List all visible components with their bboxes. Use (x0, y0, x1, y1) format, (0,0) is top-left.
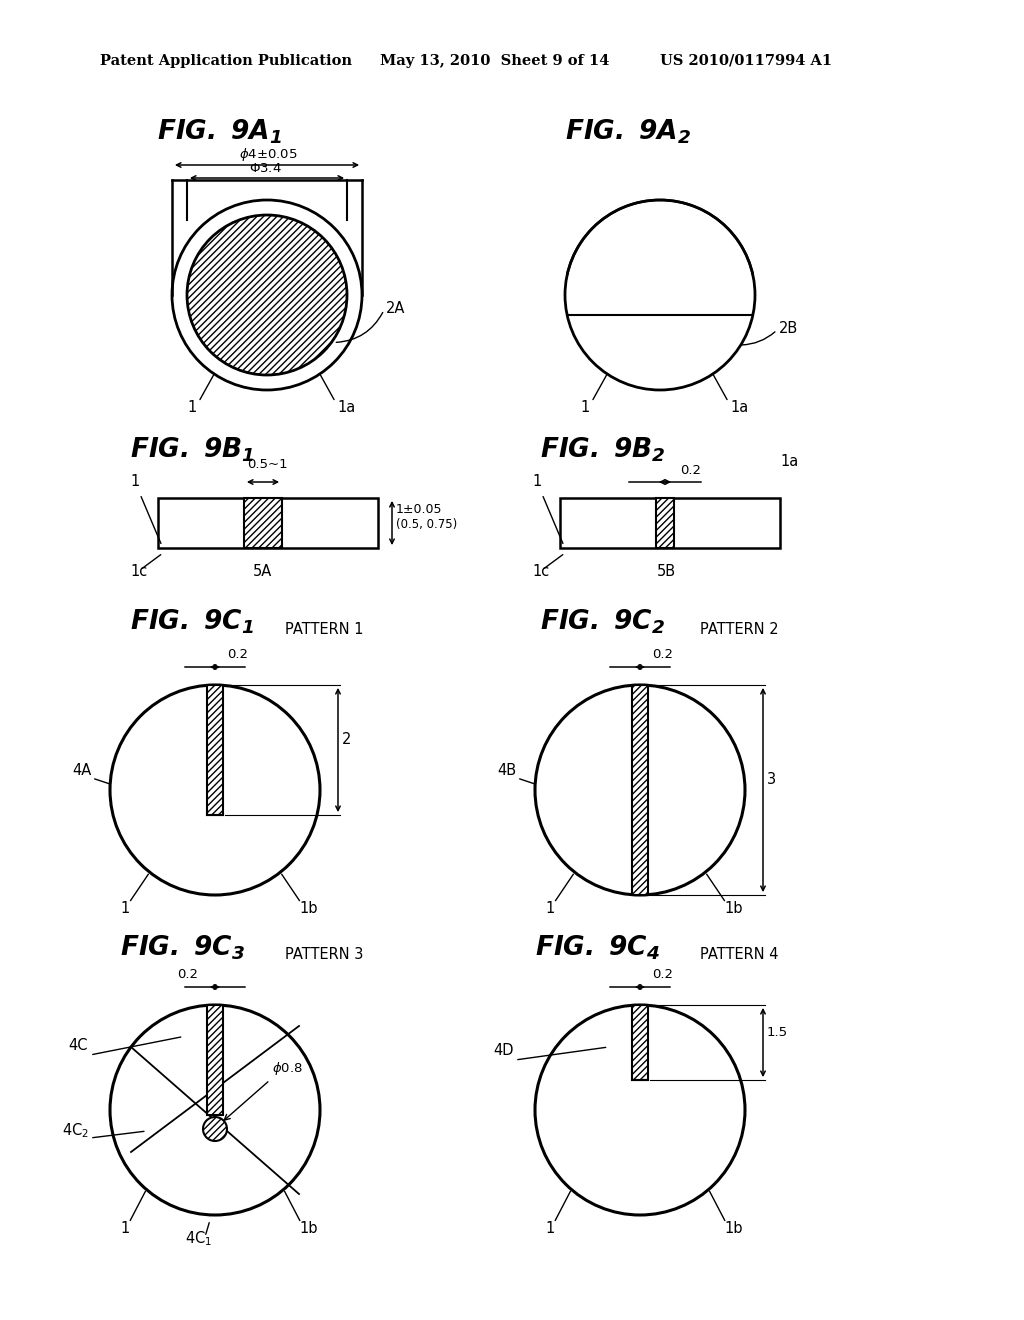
Bar (632, 1005, 648, 1080)
Text: 5A: 5A (253, 564, 272, 579)
Text: 1c: 1c (532, 564, 549, 579)
Bar (632, 685, 648, 895)
Text: $\bfit{FIG.\ 9C_3}$: $\bfit{FIG.\ 9C_3}$ (120, 933, 245, 961)
Text: 1: 1 (546, 1221, 555, 1236)
Text: 4C$_1$: 4C$_1$ (185, 1229, 212, 1247)
Text: 0.2: 0.2 (177, 968, 198, 981)
Bar (567, 315, 753, 385)
Text: PATTERN 1: PATTERN 1 (285, 622, 364, 638)
Text: 1b: 1b (299, 902, 317, 916)
Text: 4C$_2$: 4C$_2$ (62, 1121, 89, 1139)
Circle shape (203, 1117, 227, 1140)
Bar (207, 685, 223, 814)
Text: PATTERN 3: PATTERN 3 (285, 946, 364, 962)
Bar (207, 1005, 223, 1115)
Text: 1: 1 (581, 400, 590, 414)
Text: $\Phi$3.4: $\Phi$3.4 (249, 162, 282, 176)
Text: 2A: 2A (386, 301, 406, 315)
Text: 0.2: 0.2 (680, 465, 701, 477)
Bar (158, 498, 378, 548)
Circle shape (187, 215, 347, 375)
Text: 1b: 1b (724, 902, 742, 916)
Text: 0.5~1: 0.5~1 (247, 458, 288, 471)
Text: $\bfit{FIG.\ 9B_2}$: $\bfit{FIG.\ 9B_2}$ (540, 436, 666, 465)
Text: 4B: 4B (497, 763, 516, 777)
Text: $\phi$4±0.05: $\phi$4±0.05 (239, 147, 298, 162)
Text: $\bfit{FIG.\ 9A_2}$: $\bfit{FIG.\ 9A_2}$ (565, 117, 691, 147)
Text: 0.2: 0.2 (652, 648, 673, 661)
Text: 2B: 2B (779, 321, 799, 337)
Text: Patent Application Publication: Patent Application Publication (100, 54, 352, 69)
Bar (560, 498, 780, 548)
Text: 1: 1 (130, 474, 139, 488)
Text: 1a: 1a (337, 400, 355, 414)
Text: 1: 1 (532, 474, 542, 488)
Text: $\bfit{FIG.\ 9A_1}$: $\bfit{FIG.\ 9A_1}$ (157, 117, 282, 147)
Text: 1±0.05: 1±0.05 (396, 503, 442, 516)
Text: 1: 1 (546, 902, 555, 916)
Text: 5B: 5B (657, 564, 676, 579)
Text: $\bfit{FIG.\ 9C_4}$: $\bfit{FIG.\ 9C_4}$ (535, 933, 659, 961)
Text: 4D: 4D (493, 1043, 513, 1059)
Text: 4A: 4A (72, 763, 91, 777)
Text: 1: 1 (121, 902, 130, 916)
Text: 0.2: 0.2 (652, 968, 673, 981)
Text: 0.2: 0.2 (227, 648, 248, 661)
Text: 1a: 1a (780, 454, 799, 469)
Text: 1: 1 (187, 400, 197, 414)
Text: 1b: 1b (299, 1221, 317, 1236)
Text: (0.5, 0.75): (0.5, 0.75) (396, 517, 458, 531)
Bar (656, 498, 674, 548)
Bar (244, 498, 282, 548)
Text: 1: 1 (121, 1221, 130, 1236)
Text: May 13, 2010  Sheet 9 of 14: May 13, 2010 Sheet 9 of 14 (380, 54, 609, 69)
Text: 1a: 1a (730, 400, 749, 414)
Text: PATTERN 4: PATTERN 4 (700, 946, 778, 962)
Text: $\bfit{FIG.\ 9C_1}$: $\bfit{FIG.\ 9C_1}$ (130, 609, 254, 636)
Text: PATTERN 2: PATTERN 2 (700, 622, 778, 638)
Text: $\bfit{FIG.\ 9B_1}$: $\bfit{FIG.\ 9B_1}$ (130, 436, 255, 465)
Text: US 2010/0117994 A1: US 2010/0117994 A1 (660, 54, 833, 69)
Text: 1c: 1c (130, 564, 147, 579)
Text: 1b: 1b (724, 1221, 742, 1236)
Text: $\bfit{FIG.\ 9C_2}$: $\bfit{FIG.\ 9C_2}$ (540, 609, 665, 636)
Text: $\phi$0.8: $\phi$0.8 (272, 1060, 302, 1077)
Text: 4C: 4C (68, 1038, 87, 1053)
Text: 1.5: 1.5 (767, 1027, 788, 1040)
Text: 2: 2 (342, 733, 351, 747)
Text: 3: 3 (767, 772, 776, 787)
